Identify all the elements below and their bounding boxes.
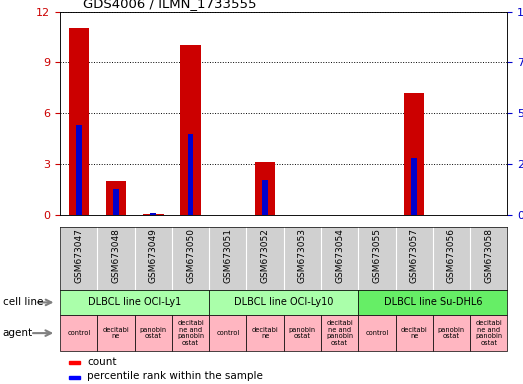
Bar: [180, 45, 201, 215]
Text: GSM673053: GSM673053: [298, 228, 307, 283]
Bar: [321, 315, 358, 351]
Text: GSM673056: GSM673056: [447, 228, 456, 283]
Text: decitabi
ne: decitabi ne: [401, 327, 427, 339]
Text: decitabi
ne and
panobin
ostat: decitabi ne and panobin ostat: [177, 320, 204, 346]
Text: decitabi
ne: decitabi ne: [103, 327, 129, 339]
Text: control: control: [216, 330, 240, 336]
Bar: [404, 93, 424, 215]
Bar: [69, 28, 89, 215]
Bar: [283, 315, 321, 351]
Text: DLBCL line OCI-Ly10: DLBCL line OCI-Ly10: [234, 297, 334, 308]
Text: GSM673057: GSM673057: [410, 228, 418, 283]
Text: control: control: [365, 330, 389, 336]
Bar: [188, 134, 194, 215]
Bar: [209, 290, 358, 315]
Bar: [69, 376, 80, 379]
Text: GSM673047: GSM673047: [74, 228, 83, 283]
Bar: [358, 290, 507, 315]
Text: count: count: [87, 357, 117, 367]
Bar: [69, 361, 80, 364]
Text: decitabi
ne: decitabi ne: [252, 327, 278, 339]
Bar: [411, 158, 417, 215]
Text: DLBCL line Su-DHL6: DLBCL line Su-DHL6: [383, 297, 482, 308]
Text: GSM673058: GSM673058: [484, 228, 493, 283]
Bar: [209, 315, 246, 351]
Text: GSM673050: GSM673050: [186, 228, 195, 283]
Text: GSM673048: GSM673048: [111, 228, 120, 283]
Bar: [255, 162, 275, 215]
Text: cell line: cell line: [3, 297, 43, 308]
Bar: [470, 315, 507, 351]
Text: decitabi
ne and
panobin
ostat: decitabi ne and panobin ostat: [326, 320, 353, 346]
Text: GSM673052: GSM673052: [260, 228, 269, 283]
Text: control: control: [67, 330, 90, 336]
Bar: [60, 290, 209, 315]
Text: agent: agent: [3, 328, 33, 338]
Bar: [60, 315, 97, 351]
Bar: [395, 315, 433, 351]
Bar: [113, 189, 119, 215]
Text: DLBCL line OCI-Ly1: DLBCL line OCI-Ly1: [88, 297, 181, 308]
Bar: [262, 180, 268, 215]
Bar: [246, 315, 283, 351]
Bar: [151, 213, 156, 215]
Text: GSM673049: GSM673049: [149, 228, 158, 283]
Text: GSM673054: GSM673054: [335, 228, 344, 283]
Bar: [97, 315, 135, 351]
Bar: [143, 214, 164, 215]
Text: decitabi
ne and
panobin
ostat: decitabi ne and panobin ostat: [475, 320, 502, 346]
Text: panobin
ostat: panobin ostat: [289, 327, 316, 339]
Bar: [106, 181, 126, 215]
Text: GDS4006 / ILMN_1733555: GDS4006 / ILMN_1733555: [83, 0, 256, 10]
Bar: [76, 126, 82, 215]
Text: panobin
ostat: panobin ostat: [140, 327, 167, 339]
Bar: [433, 315, 470, 351]
Bar: [172, 315, 209, 351]
Text: panobin
ostat: panobin ostat: [438, 327, 465, 339]
Text: GSM673055: GSM673055: [372, 228, 381, 283]
Bar: [135, 315, 172, 351]
Text: GSM673051: GSM673051: [223, 228, 232, 283]
Text: percentile rank within the sample: percentile rank within the sample: [87, 371, 263, 381]
Bar: [358, 315, 395, 351]
